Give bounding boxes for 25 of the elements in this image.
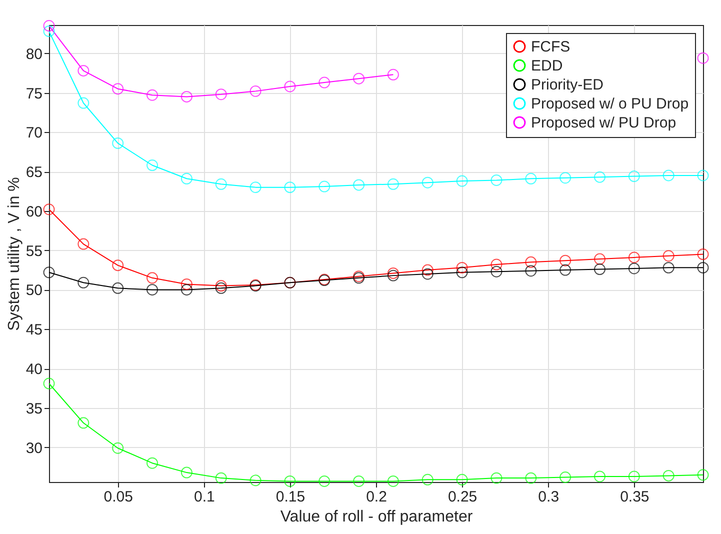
y-tick-label: 80 (26, 46, 42, 63)
y-tick-label: 60 (26, 203, 42, 220)
x-tick-label: 0.25 (448, 488, 478, 506)
y-tick-label: 45 (26, 322, 42, 339)
x-axis-title: Value of roll - off parameter (280, 508, 474, 526)
x-tick-label: 0.05 (104, 488, 133, 506)
y-tick-label: 40 (26, 361, 42, 378)
x-tick-label: 0.35 (620, 488, 650, 506)
y-tick-label: 70 (26, 124, 42, 142)
x-tick-label: 0.2 (366, 488, 387, 506)
y-tick-label: 30 (26, 440, 42, 457)
x-tick-label: 0.3 (538, 488, 560, 506)
legend-label: FCFS (531, 38, 570, 56)
legend-label: Priority-ED (531, 76, 604, 94)
x-tick-label: 0.15 (276, 488, 306, 506)
x-tick-label: 0.1 (194, 488, 215, 506)
legend-label: EDD (531, 58, 563, 74)
y-axis-title: System utility , V in % (6, 177, 23, 331)
legend-label: Proposed w/ o PU Drop (531, 96, 689, 112)
y-tick-label: 75 (26, 85, 42, 102)
y-tick-label: 35 (26, 400, 42, 418)
legend-label: Proposed w/ PU Drop (531, 114, 676, 132)
y-tick-label: 65 (26, 164, 42, 182)
y-tick-label: 55 (26, 242, 42, 260)
y-tick-label: 50 (26, 282, 42, 300)
